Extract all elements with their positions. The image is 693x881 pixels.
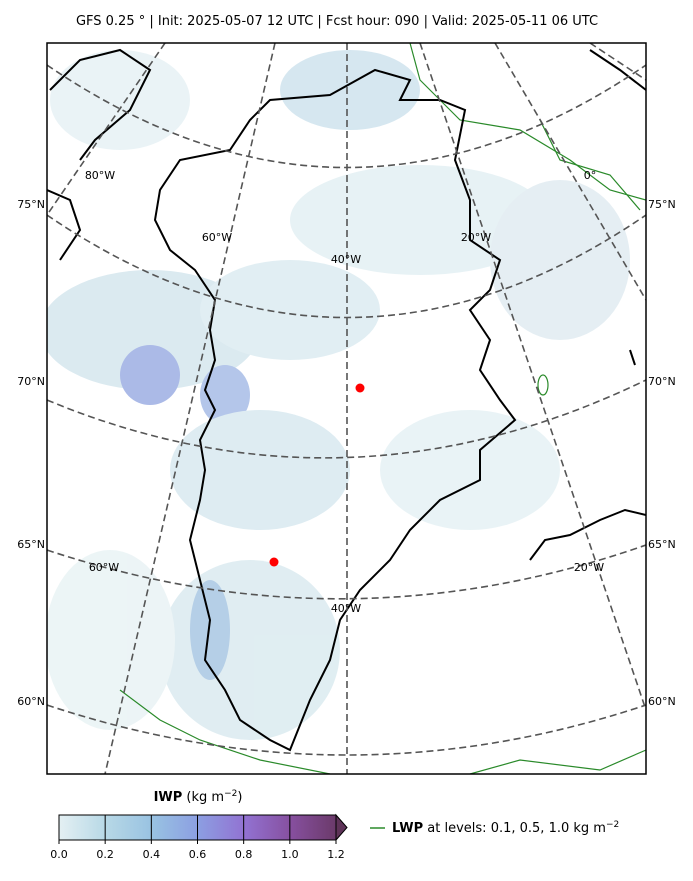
lat-label: 75°N xyxy=(648,198,676,211)
legend-text: LWP at levels: 0.1, 0.5, 1.0 kg m−2 xyxy=(392,820,619,836)
marker xyxy=(269,557,279,567)
colorbar-tick-label: 1.2 xyxy=(327,848,345,861)
lon-label: 40°W xyxy=(331,602,361,615)
lat-label: 70°N xyxy=(17,375,45,388)
lon-label: 40°W xyxy=(331,253,361,266)
lon-label: 20°W xyxy=(461,231,491,244)
colorbar: IWP (kg m−2) 0.0 0.2 0.4 0.6 0.8 1.0 1.2 xyxy=(50,789,348,861)
lon-label: 60°W xyxy=(202,231,232,244)
lat-label: 65°N xyxy=(17,538,45,551)
lat-label: 70°N xyxy=(648,375,676,388)
colorbar-tick-label: 0.2 xyxy=(96,848,114,861)
map-frame xyxy=(46,42,647,775)
lat-label: 60°N xyxy=(648,695,676,708)
lat-label: 65°N xyxy=(648,538,676,551)
title: GFS 0.25 ° | Init: 2025-05-07 12 UTC | F… xyxy=(76,14,598,29)
lat-label: 60°N xyxy=(17,695,45,708)
lon-label: 20°W xyxy=(574,561,604,574)
graticule xyxy=(47,43,646,774)
colorbar-tick-label: 0.4 xyxy=(143,848,161,861)
map: 80°W 60°W 40°W 20°W 0° 60°W 40°W 20°W xyxy=(47,43,646,774)
lon-label: 80°W xyxy=(85,169,115,182)
lwp-contours xyxy=(119,43,646,774)
coastline xyxy=(153,68,517,752)
colorbar-label: IWP (kg m−2) xyxy=(154,789,243,805)
lon-label: 60°W xyxy=(89,561,119,574)
lon-label: 0° xyxy=(584,169,597,182)
legend: LWP at levels: 0.1, 0.5, 1.0 kg m−2 xyxy=(370,820,619,836)
colorbar-tick-label: 0.0 xyxy=(50,848,68,861)
colorbar-tick-label: 0.8 xyxy=(235,848,253,861)
lat-label: 75°N xyxy=(17,198,45,211)
marker xyxy=(355,383,365,393)
colorbar-tick-label: 0.6 xyxy=(189,848,207,861)
colorbar-tick-label: 1.0 xyxy=(281,848,299,861)
